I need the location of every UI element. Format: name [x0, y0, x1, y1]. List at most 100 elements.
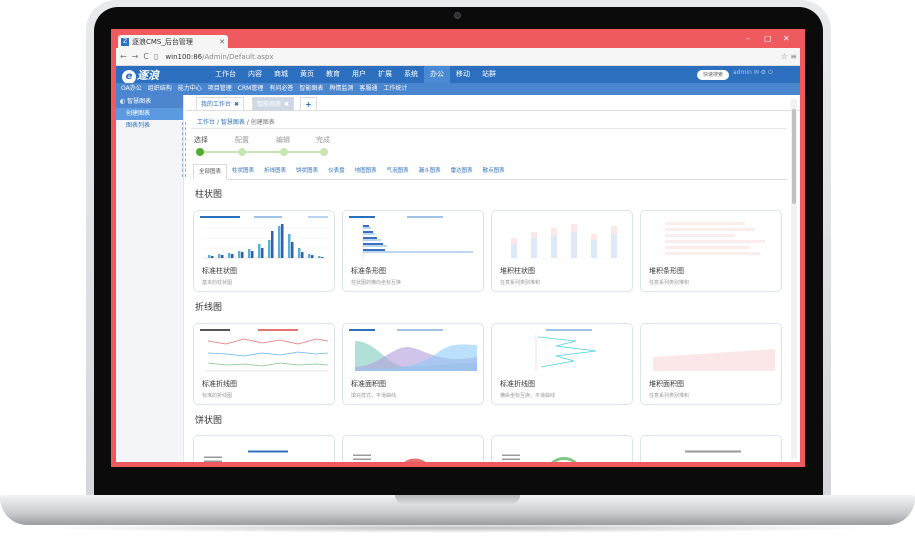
close-icon[interactable]: ✖: [284, 101, 290, 108]
logo: e 逐浪: [122, 67, 159, 84]
breadcrumb-sep: /: [216, 119, 219, 126]
breadcrumb-smart-charts[interactable]: 智慧图表: [220, 119, 245, 126]
chart-card-title: 标准条形图: [351, 267, 386, 275]
quick-search-input[interactable]: 快速搜索: [697, 70, 729, 80]
reload-icon[interactable]: C: [143, 52, 149, 61]
menu-office[interactable]: 办公: [424, 66, 450, 83]
sidebar-header[interactable]: ◐ 智慧图表: [116, 95, 183, 108]
close-tab-icon[interactable]: ✕: [219, 37, 225, 46]
browser-tab-title: 逐浪CMS_后台管理: [132, 37, 193, 46]
horizontal-bar-chart-thumbnail: [349, 216, 473, 259]
menu-users[interactable]: 用户: [352, 70, 366, 78]
chart-card-description: 标准的折线图: [202, 393, 233, 399]
menu-system[interactable]: 系统: [404, 70, 418, 78]
sidebar: ◐ 智慧图表 创建图表 图表列表: [116, 95, 184, 462]
subnav-item-qa[interactable]: 有问必答: [269, 85, 294, 92]
laptop-shadow: [40, 523, 875, 533]
line-chart-thumbnail: [200, 329, 329, 372]
menu-sitegroup[interactable]: 站群: [482, 70, 496, 78]
tab-map-charts[interactable]: 地图图表: [354, 168, 377, 174]
subnav-item-monitor[interactable]: 舆情监测: [329, 85, 354, 92]
chart-card-pie-4[interactable]: [640, 435, 782, 462]
tab-radar-charts[interactable]: 雷达图表: [450, 168, 473, 174]
tab-bar-charts[interactable]: 柱状图表: [232, 168, 255, 174]
breadcrumb-create-chart: 创建图表: [250, 119, 275, 126]
menu-yellowpages[interactable]: 黄页: [300, 70, 314, 78]
tab-smart-charts[interactable]: 智能图表 ✖: [252, 97, 295, 111]
chart-card-standard-line[interactable]: 标准折线图 标准的折线图: [193, 323, 335, 405]
step-progress-bar: [198, 151, 326, 153]
bookmark-star-icon[interactable]: ☆: [780, 52, 788, 61]
sidebar-item-chart-list[interactable]: 图表列表: [126, 122, 151, 129]
breadcrumb-workbench[interactable]: 工作台: [197, 119, 216, 126]
chart-card-pie-1[interactable]: [193, 435, 335, 462]
main-menu: 工作台 内容 商城 黄页 教育 用户 扩展 系统 办公 移动 站群: [209, 66, 502, 83]
tab-label: 我的工作台: [201, 101, 232, 108]
chart-card-stacked-area[interactable]: 堆积面积图 任意系列类别堆积: [640, 323, 782, 405]
menu-education[interactable]: 教育: [326, 70, 340, 78]
tab-line-charts[interactable]: 折线图表: [264, 168, 287, 174]
tab-scatter-charts[interactable]: 散点图表: [482, 168, 505, 174]
browser-window: Z 逐浪CMS_后台管理 ✕ – □ ✕ ← → C ▯ win100:86/A…: [116, 32, 800, 462]
chart-card-pie-3[interactable]: [491, 435, 633, 462]
sidebar-header-label: 智慧图表: [127, 98, 152, 105]
chart-card-standard-line-swapped[interactable]: 标准折线图 横纵坐标互换，平滑曲线: [491, 323, 633, 405]
chart-card-title: 标准折线图: [202, 380, 237, 388]
step-dot: [280, 148, 288, 156]
chart-card-stacked-bar[interactable]: 堆积柱状图 任意系列类别堆积: [491, 210, 633, 292]
menu-extend[interactable]: 扩展: [378, 70, 392, 78]
browser-tab[interactable]: Z 逐浪CMS_后台管理 ✕: [118, 35, 228, 48]
minimize-icon[interactable]: –: [746, 34, 750, 43]
subnav-item-oa[interactable]: OA办公: [121, 85, 142, 92]
pie-chart-thumbnail: [204, 450, 288, 462]
browser-menu-icon[interactable]: ≡: [790, 52, 797, 61]
workspace-scrollbar[interactable]: [791, 99, 797, 459]
tab-gauge[interactable]: 仪表盘: [328, 168, 345, 174]
camera-icon: [454, 12, 461, 19]
sidebar-resize-handle[interactable]: [182, 122, 186, 177]
tab-my-workbench[interactable]: 我的工作台 ✖: [196, 97, 245, 111]
tab-all-charts[interactable]: 全部图表: [193, 164, 228, 180]
tab-pie-charts[interactable]: 饼状图表: [296, 168, 319, 174]
subnav-item-ability[interactable]: 能力中心: [177, 85, 202, 92]
user-menu[interactable]: admin ✉ ⚙ ⏻: [733, 69, 773, 76]
close-window-icon[interactable]: ✕: [783, 34, 790, 43]
subnav-item-project[interactable]: 项目管理: [207, 85, 232, 92]
chart-card-title: 标准折线图: [500, 380, 535, 388]
subnav-item-service[interactable]: 客服通: [359, 85, 378, 92]
add-tab-button[interactable]: +: [300, 97, 317, 111]
close-icon[interactable]: ✖: [234, 101, 240, 108]
chart-card-standard-area[interactable]: 标准面积图 填充样式，平滑曲线: [342, 323, 484, 405]
chart-card-description: 横纵坐标互换，平滑曲线: [500, 393, 556, 399]
menu-mobile[interactable]: 移动: [456, 70, 470, 78]
subnav-item-crm[interactable]: CRM管理: [237, 85, 264, 92]
sidebar-item-create-chart[interactable]: 创建图表: [116, 108, 183, 120]
menu-shop[interactable]: 商城: [274, 70, 288, 78]
rose-chart-thumbnail: [502, 454, 577, 462]
chart-card-description: 任意系列类别堆积: [649, 280, 690, 286]
url-field[interactable]: win100:86/Admin/Default.aspx: [165, 53, 273, 61]
tab-label: 智能图表: [257, 101, 282, 108]
tab-bubble-charts[interactable]: 气泡图表: [386, 168, 409, 174]
maximize-icon[interactable]: □: [764, 34, 772, 43]
stacked-horizontal-bar-thumbnail: [665, 222, 765, 255]
tab-funnel-charts[interactable]: 漏斗图表: [418, 168, 441, 174]
back-icon[interactable]: ←: [120, 52, 127, 61]
chart-card-pie-2[interactable]: [342, 435, 484, 462]
chart-card-description: 柱状图的横向坐标互换: [351, 280, 402, 286]
scrollbar-thumb[interactable]: [792, 109, 796, 204]
menu-content[interactable]: 内容: [248, 70, 262, 78]
forward-icon[interactable]: →: [131, 52, 139, 61]
menu-workbench[interactable]: 工作台: [215, 70, 236, 78]
subnav-item-stats[interactable]: 工作统计: [383, 85, 408, 92]
chart-card-stacked-horizontal-bar[interactable]: 堆积条形图 任意系列类别堆积: [640, 210, 782, 292]
url-path: /Admin/Default.aspx: [202, 52, 274, 61]
subnav-item-charts[interactable]: 智能图表: [299, 85, 324, 92]
chart-card-standard-bar[interactable]: 标准柱状图 基本的柱状图: [193, 210, 335, 292]
step-select-label: 选择: [194, 136, 208, 144]
subnav-item-org[interactable]: 组织结构: [147, 85, 172, 92]
donut-chart-thumbnail: [353, 454, 426, 462]
chart-card-standard-horizontal-bar[interactable]: 标准条形图 柱状图的横向坐标互换: [342, 210, 484, 292]
divider: [191, 128, 787, 129]
step-dot: [196, 148, 204, 156]
